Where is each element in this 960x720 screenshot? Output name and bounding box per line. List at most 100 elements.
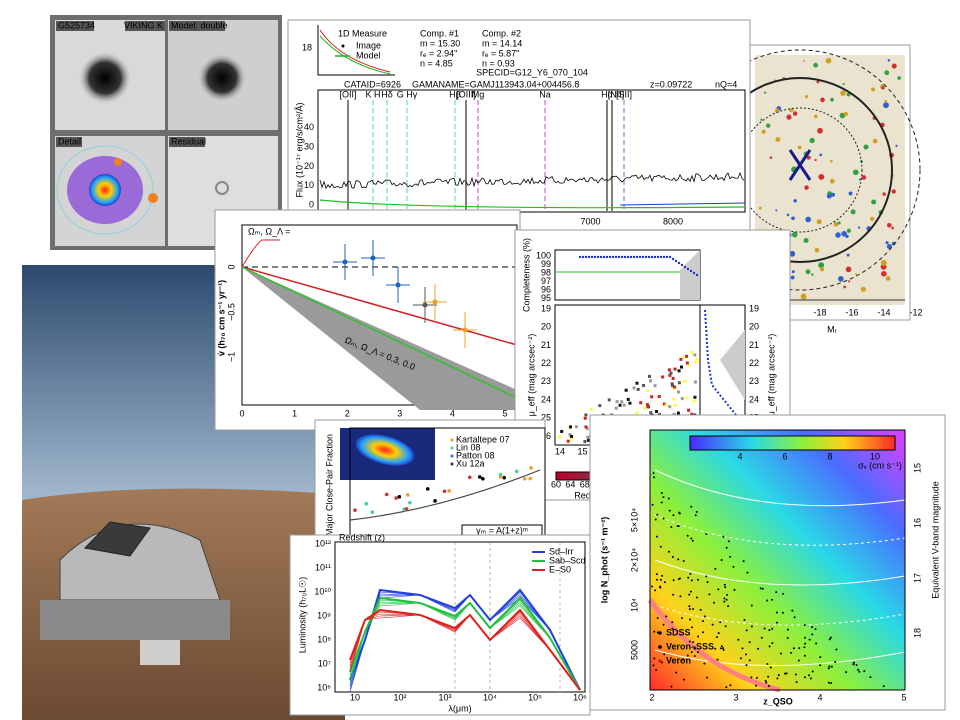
scatter-cell [655,409,659,413]
y-tick-label: 21 [541,340,551,350]
source [760,118,763,121]
source [769,156,773,159]
source [775,137,781,142]
qso-point [656,535,659,538]
source [800,293,807,300]
plot-frame [317,89,746,213]
qso-point [689,618,692,621]
qso-point [803,624,806,627]
line-label: Hβ [449,89,461,99]
scatter-cell [649,411,653,415]
x-tick-label: 10³ [438,692,451,702]
scatter-cell [628,401,632,405]
source [869,216,875,221]
qso-point [760,636,763,639]
pair-point [394,496,398,500]
star [114,158,122,166]
qso-point [722,647,725,650]
completeness-point [692,271,696,275]
scatter-cell [646,404,650,408]
noise [619,202,746,206]
telescope-base [40,600,230,640]
scatter-cell [615,400,619,404]
histogram [680,250,700,300]
source [829,178,835,184]
qso-point [691,626,694,629]
y-tick-label: 20 [304,161,314,171]
pair-point [364,501,369,506]
label: Comp. #1 [420,28,459,38]
contour [56,145,154,235]
pair-point [502,475,507,480]
qso-point [688,640,691,643]
source [758,206,762,210]
source [881,270,887,277]
scatter-cell [584,413,588,417]
aperture [679,49,921,291]
scatter-cell [690,351,694,355]
completeness-point [641,255,645,259]
source [830,97,834,102]
qso-point [692,608,695,611]
completeness-point [584,255,588,259]
source [831,192,836,197]
x-tick-label: -12 [909,307,922,317]
scatter-cell [645,389,649,393]
qso-point [819,664,822,667]
qso-point [869,676,872,679]
source [841,230,847,237]
source [852,169,859,176]
source [820,97,825,103]
qso-point [745,629,748,632]
y-tick-label: 30 [304,141,314,151]
label: rₑ = 5.87" [482,48,519,58]
pair-point [522,476,527,481]
scatter-cell [676,390,680,394]
scatter-cell [676,411,680,415]
x-tick-label: 10 [350,692,360,702]
label: VIKING K [124,20,163,30]
pair-point [397,494,402,499]
source [805,269,811,275]
scatter-cell [583,440,587,444]
label: E–S0 [549,564,571,574]
scatter-cell [673,403,677,407]
legend-marker [341,44,345,48]
side-histogram [720,330,745,400]
qso-point [741,647,744,650]
colorbar-tick: 8 [827,451,832,461]
contour [654,604,906,626]
label: Ωₘ, Ω_Λ = [248,226,290,236]
label: Patton 08 [456,450,495,460]
label: rₑ = 2.94" [420,48,457,58]
qso-point [717,588,720,591]
qso-point [682,560,685,563]
tag-bg [125,21,165,31]
qso-point [706,581,709,584]
label: 1D Measure [338,28,387,38]
y-tick-label: 23 [541,376,551,386]
scatter-cell [626,397,630,401]
qso-point [769,666,772,669]
qso-point [720,558,723,561]
source [814,247,820,253]
axis-label: λ(μm) [448,703,471,713]
label: GAMANAME=GAMJ113943.04+004456.8 [412,79,579,89]
qso-point [670,525,673,528]
source [863,144,869,150]
x-tick-label: 15 [577,446,587,456]
qso-point [675,671,678,674]
qso-point [706,676,709,679]
completeness-point [629,255,633,259]
qso-point [672,579,675,582]
y-tick-label: 25 [541,413,551,423]
x-tick-label: 10² [393,692,406,702]
qso-point [653,476,656,479]
qso-point [793,616,796,619]
qso-point [804,642,807,645]
y-tick-label: 10⁸ [317,634,331,644]
x-tick-label: -16 [845,307,858,317]
y-tick-label: 40 [304,122,314,132]
source [813,114,818,119]
completeness-point [653,255,657,259]
